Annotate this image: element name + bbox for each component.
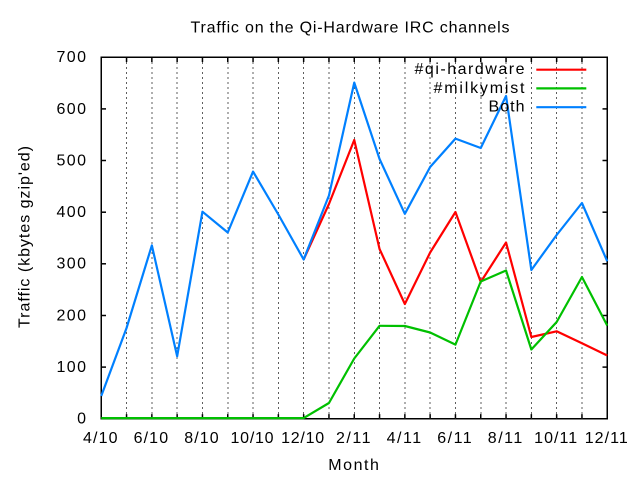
svg-text:300: 300	[57, 256, 87, 273]
svg-text:10/10: 10/10	[231, 430, 274, 447]
svg-text:6/10: 6/10	[134, 430, 169, 447]
svg-text:600: 600	[57, 101, 87, 118]
svg-text:#qi-hardware: #qi-hardware	[415, 61, 525, 78]
svg-text:500: 500	[57, 152, 87, 169]
svg-text:4/11: 4/11	[387, 430, 422, 447]
svg-text:Both: Both	[489, 99, 525, 116]
svg-text:6/11: 6/11	[437, 430, 472, 447]
svg-text:#milkymist: #milkymist	[434, 80, 526, 97]
svg-text:Month: Month	[328, 457, 379, 474]
svg-text:200: 200	[57, 307, 87, 324]
svg-text:4/10: 4/10	[83, 430, 118, 447]
svg-text:12/10: 12/10	[281, 430, 324, 447]
svg-text:Traffic on the Qi-Hardware IRC: Traffic on the Qi-Hardware IRC channels	[191, 20, 510, 37]
svg-text:2/11: 2/11	[336, 430, 371, 447]
svg-text:100: 100	[57, 359, 87, 376]
svg-text:12/11: 12/11	[585, 430, 628, 447]
svg-text:8/11: 8/11	[488, 430, 523, 447]
svg-text:10/11: 10/11	[534, 430, 577, 447]
svg-text:0: 0	[77, 411, 86, 428]
svg-text:Traffic (kbytes gzip'ed): Traffic (kbytes gzip'ed)	[17, 146, 34, 328]
svg-text:700: 700	[57, 49, 87, 66]
svg-text:400: 400	[57, 204, 87, 221]
svg-text:8/10: 8/10	[184, 430, 219, 447]
